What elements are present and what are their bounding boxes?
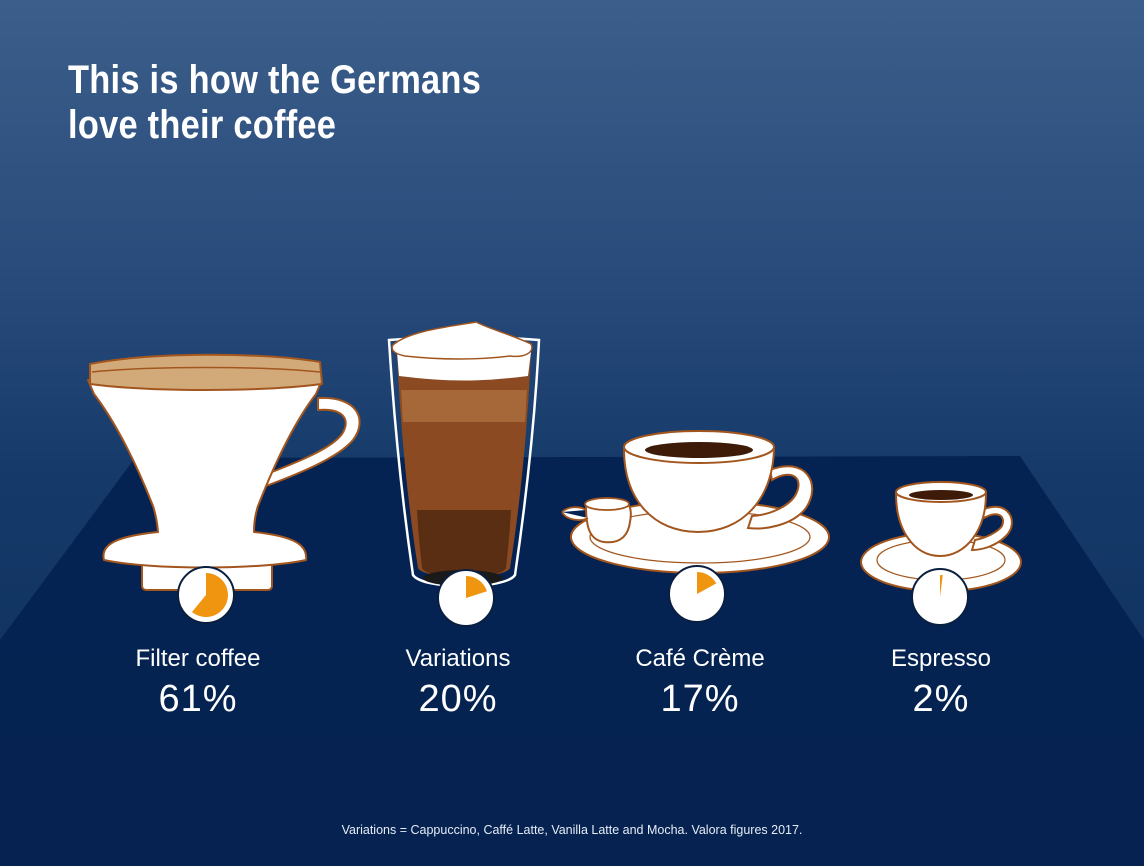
pie-marker-variations xyxy=(437,569,495,627)
title-line-2: love their coffee xyxy=(68,103,337,147)
category-label-variations: Variations xyxy=(405,645,511,672)
espresso-cup-icon xyxy=(860,481,1022,592)
value-label-variations: 20% xyxy=(418,678,498,720)
pie-slice-variations xyxy=(466,576,487,598)
title-line-1: This is how the Germans xyxy=(68,58,482,102)
category-label-filter-coffee: Filter coffee xyxy=(135,645,261,672)
category-label-espresso: Espresso xyxy=(890,645,992,672)
chart-title: This is how the Germans love their coffe… xyxy=(68,58,481,148)
value-label-filter-coffee: 61% xyxy=(158,678,238,720)
coffee-cup-saucer-icon xyxy=(561,430,830,574)
pie-markers xyxy=(177,565,969,627)
value-label-espresso: 2% xyxy=(912,678,970,720)
pie-slice-espresso xyxy=(940,575,943,597)
pie-slice-caf-cr-me xyxy=(697,572,717,594)
pie-marker-caf-cr-me xyxy=(668,565,726,623)
pie-marker-espresso xyxy=(911,568,969,626)
category-label-cafe-creme: Café Crème xyxy=(635,645,765,672)
pie-slice-filter-coffee xyxy=(191,573,228,617)
value-label-cafe-creme: 17% xyxy=(660,678,740,720)
pie-marker-filter-coffee xyxy=(177,566,235,624)
footnote: Variations = Cappuccino, Caffé Latte, Va… xyxy=(341,823,803,837)
